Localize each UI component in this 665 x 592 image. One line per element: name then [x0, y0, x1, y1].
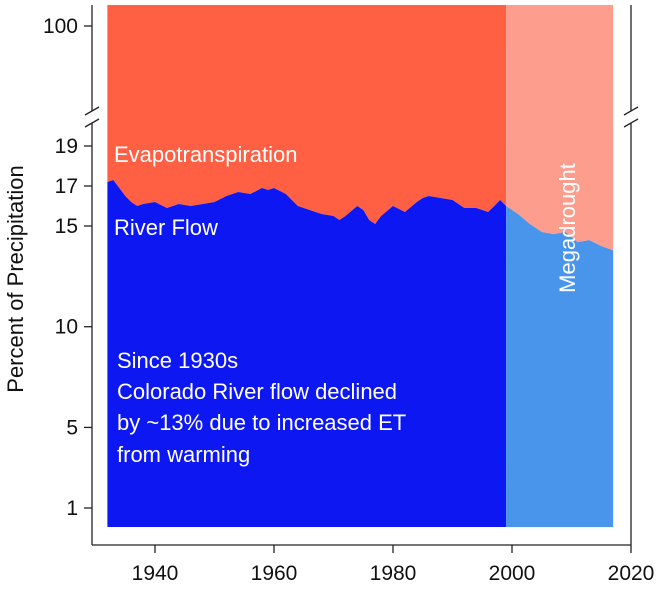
- river-flow-megadrought-area: [506, 206, 614, 527]
- river-flow-area: [107, 180, 507, 527]
- y-tick-label: 15: [55, 215, 78, 238]
- note-text: Since 1930s Colorado River flow declined…: [117, 348, 406, 467]
- evapotranspiration-label: Evapotranspiration: [114, 142, 297, 167]
- x-tick-label: 1960: [251, 562, 298, 585]
- y-axis-title: Percent of Precipitation: [3, 165, 28, 392]
- x-tick-label: 2020: [608, 562, 655, 585]
- y-tick-label: 10: [55, 316, 78, 339]
- x-tick-label: 1940: [132, 562, 179, 585]
- x-tick-label: 1980: [370, 562, 417, 585]
- note-line-3: by ~13% due to increased ET: [117, 410, 406, 435]
- y-tick-label: 19: [55, 135, 78, 158]
- river-flow-label: River Flow: [114, 215, 218, 240]
- area-layer: [107, 5, 614, 527]
- note-line-2: Colorado River flow declined: [117, 379, 397, 404]
- y-tick-label: 17: [55, 175, 78, 198]
- note-line-1: Since 1930s: [117, 348, 238, 373]
- evapotranspiration-area: [107, 5, 507, 224]
- y-tick-label: 100: [43, 15, 78, 38]
- y-tick-label: 1: [66, 497, 78, 520]
- x-ticks: 1940 1960 1980 2000 2020: [132, 545, 655, 585]
- axis-break-right: [623, 106, 639, 128]
- y-tick-label: 5: [66, 416, 78, 439]
- axis-break-left: [84, 106, 100, 128]
- axes: [84, 5, 639, 546]
- evapotranspiration-megadrought-area: [506, 5, 614, 251]
- x-tick-label: 2000: [489, 562, 536, 585]
- note-line-4: from warming: [117, 442, 250, 467]
- megadrought-label: Megadrought: [555, 163, 580, 293]
